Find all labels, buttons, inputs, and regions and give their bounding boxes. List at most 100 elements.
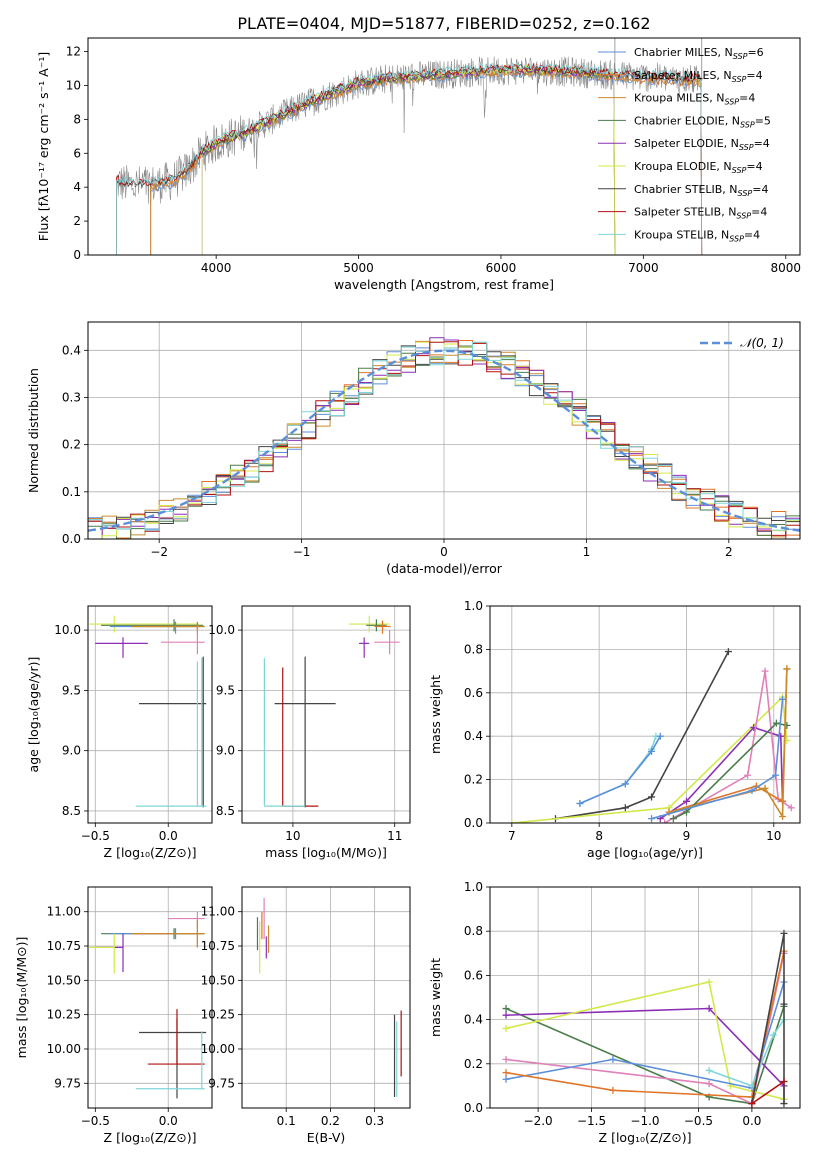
y-tick-label: 11.00 — [47, 905, 81, 919]
model-salpeter_stelib — [116, 62, 703, 255]
x-tick-label: −2.0 — [524, 1114, 553, 1128]
marker — [748, 1100, 756, 1108]
normal-curve — [88, 349, 800, 532]
legend: 𝒩(0, 1) — [700, 336, 784, 350]
y-tick-label: 0.0 — [464, 1101, 483, 1115]
legend-entry: Chabrier MILES, NSSP=6 — [634, 46, 764, 61]
marker — [621, 804, 629, 812]
y-tick-label: 0.8 — [464, 642, 483, 656]
plot-area — [256, 897, 402, 1098]
marker — [769, 1031, 777, 1039]
marker — [508, 819, 516, 823]
panel-spectrum: 4000 5000 6000 7000 8000 0 2 4 6 8 10 12 wavelength … — [36, 37, 801, 292]
marker — [609, 1055, 617, 1063]
y-axis-label: Normed distribution — [26, 368, 41, 493]
marker — [772, 719, 780, 727]
y-tick-label: 8.5 — [62, 804, 81, 818]
y-tick-label: 10.00 — [47, 1042, 81, 1056]
y-tick-label: 10.50 — [47, 973, 81, 987]
y-tick-label: 8.5 — [216, 804, 235, 818]
y-tick-label: 0 — [73, 248, 81, 262]
marker — [748, 1093, 756, 1101]
figure-title: PLATE=0404, MJD=51877, FIBERID=0252, z=0… — [237, 14, 650, 33]
axes-frame — [241, 886, 411, 1109]
marker — [502, 1005, 510, 1013]
x-tick-label: 9 — [683, 829, 691, 843]
marker — [661, 819, 669, 823]
x-tick-label: 5000 — [343, 261, 374, 275]
x-tick-label: 0.0 — [159, 1114, 178, 1128]
y-tick-label: 10.00 — [201, 1042, 235, 1056]
x-tick-label: −1.0 — [630, 1114, 659, 1128]
y-tick-label: 0.2 — [464, 1057, 483, 1071]
y-tick-label: 9.0 — [216, 744, 235, 758]
x-axis-label: mass [log₁₀(M/M⊙)] — [265, 845, 387, 860]
weight-line-chabrier_stelib — [555, 651, 730, 820]
y-axis-label: mass weight — [428, 958, 443, 1037]
plot-area — [508, 648, 795, 823]
y-tick-label: 0.4 — [464, 1013, 483, 1027]
axes-frame — [87, 605, 213, 824]
grid — [242, 606, 410, 823]
legend-entry: Salpeter STELIB, NSSP=4 — [634, 206, 767, 221]
y-tick-label: 0.6 — [464, 968, 483, 982]
marker — [609, 1086, 617, 1094]
marker — [682, 797, 690, 805]
plot-area — [89, 615, 207, 808]
marker — [783, 665, 791, 673]
plot-area — [116, 38, 703, 255]
weight-line-chabrier_elodie — [673, 722, 788, 820]
marker — [761, 667, 769, 675]
grid — [490, 886, 800, 1109]
marker — [502, 1011, 510, 1019]
model-kroupa_stelib — [116, 61, 703, 255]
x-tick-label: 7000 — [628, 261, 659, 275]
plot-area — [89, 911, 207, 1099]
marker — [648, 793, 656, 801]
x-tick-label: 0.3 — [365, 1114, 384, 1128]
y-tick-label: 1.0 — [464, 599, 483, 613]
x-tick-label: −0.5 — [81, 1114, 110, 1128]
y-axis-label: mass weight — [428, 675, 443, 754]
legend-entry: Kroupa MILES, NSSP=4 — [634, 92, 755, 107]
y-tick-label: 11.00 — [201, 905, 235, 919]
x-axis-label: Z [log₁₀(Z/Z⊙)] — [104, 845, 197, 860]
marker — [780, 929, 788, 937]
weight-line-kroupa_elodie — [511, 695, 788, 823]
marker — [748, 1082, 756, 1090]
marker — [780, 1000, 788, 1008]
plot-area — [502, 929, 788, 1108]
y-tick-label: 10.25 — [201, 1008, 235, 1022]
x-tick-label: 8 — [595, 829, 603, 843]
marker — [779, 812, 787, 820]
axes-frame — [489, 605, 801, 824]
y-tick-label: 9.75 — [208, 1076, 235, 1090]
x-tick-label: −2 — [150, 545, 168, 559]
grid — [88, 606, 212, 823]
axes-frame — [87, 321, 801, 540]
legend-entry: Chabrier ELODIE, NSSP=5 — [634, 114, 771, 129]
marker — [705, 1080, 713, 1088]
marker — [502, 1055, 510, 1063]
legend-entry: 𝒩(0, 1) — [740, 336, 784, 350]
x-tick-label: 1 — [583, 545, 591, 559]
weight-line-salpeter_stelib — [751, 1080, 785, 1105]
axes-frame — [489, 886, 801, 1109]
x-tick-label: 8000 — [770, 261, 801, 275]
y-tick-label: 10.50 — [201, 973, 235, 987]
marker — [780, 1077, 788, 1085]
y-tick-label: 12 — [66, 45, 81, 59]
marker — [705, 978, 713, 986]
legend-entry: Salpeter MILES, NSSP=4 — [634, 69, 763, 84]
marker — [744, 771, 752, 779]
marker — [748, 786, 756, 794]
model-kroupa_miles — [150, 66, 703, 255]
x-tick-label: 7 — [508, 829, 516, 843]
weight-line-kroupa_stelib — [579, 735, 657, 805]
model-salpeter_elodie — [201, 65, 616, 255]
y-tick-label: 0.6 — [464, 686, 483, 700]
model-salpeter_miles — [150, 68, 703, 255]
marker — [724, 648, 732, 656]
y-axis-label: age [log₁₀(age/yr)] — [26, 657, 41, 773]
